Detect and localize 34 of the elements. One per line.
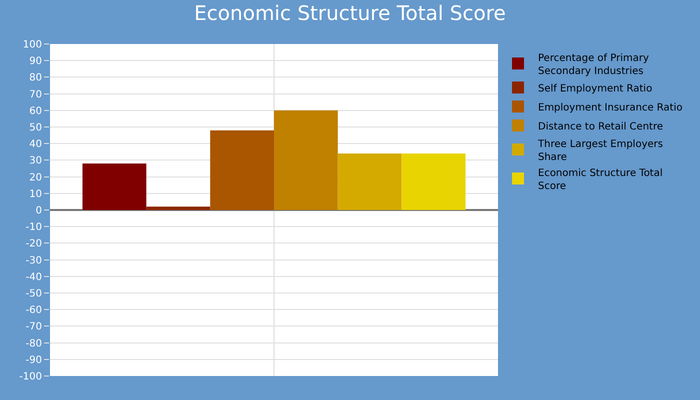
y-tick-label: 80 [29, 72, 42, 84]
y-tick-label: 40 [29, 139, 42, 150]
bar [146, 206, 210, 210]
bar [338, 154, 402, 210]
legend-label: Distance to Retail Centre [538, 121, 663, 132]
legend-label: Self Employment Ratio [538, 83, 652, 94]
y-tick-label: -100 [19, 372, 42, 382]
y-tick-label: -20 [26, 238, 42, 250]
y-tick-label: -40 [26, 272, 42, 283]
y-tick-label: -60 [26, 305, 42, 316]
bar [82, 164, 146, 210]
legend-label: Percentage of Primary Secondary Industries [538, 52, 649, 77]
y-tick-label: 30 [29, 156, 42, 167]
y-tick-label: 100 [22, 40, 42, 50]
legend-label: Economic Structure Total Score [538, 168, 663, 192]
y-tick-label: 50 [29, 122, 42, 134]
y-tick-label: -80 [26, 338, 42, 350]
bar [210, 130, 274, 210]
y-tick-label: -10 [26, 222, 42, 234]
legend-label: Employment Insurance Ratio [538, 102, 682, 114]
y-tick-label: -30 [26, 255, 42, 266]
bar [274, 110, 338, 210]
bar [402, 154, 466, 210]
y-tick-label: -70 [26, 322, 42, 333]
legend-label: Three Largest Employers Share [537, 138, 663, 163]
y-tick-label: -50 [26, 288, 42, 300]
y-tick-label: 20 [29, 172, 42, 184]
y-tick-label: -90 [26, 354, 42, 366]
chart-title: Economic Structure Total Score [194, 1, 506, 25]
y-tick-label: 60 [29, 106, 42, 117]
y-tick-label: 70 [29, 89, 42, 100]
y-tick-label: 0 [36, 206, 42, 216]
y-tick-label: 10 [29, 188, 42, 200]
y-tick-label: 90 [29, 56, 42, 68]
